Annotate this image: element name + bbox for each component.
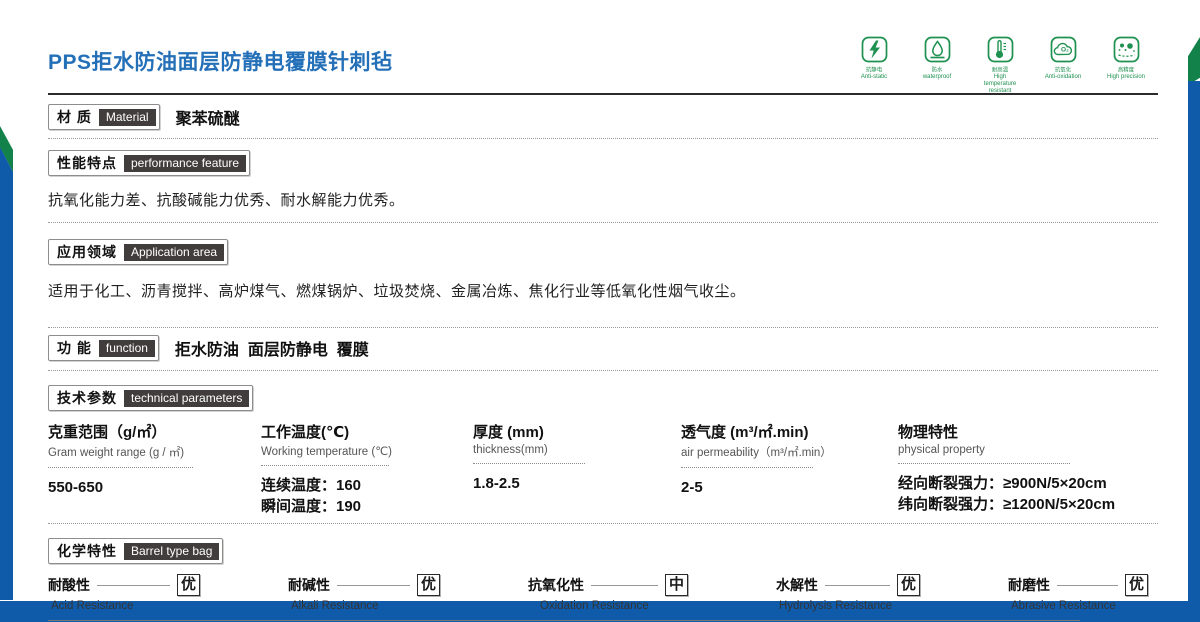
application-text: 适用于化工、沥青搅拌、高炉煤气、燃煤锅炉、垃圾焚烧、金属冶炼、焦化行业等低氧化性… <box>48 283 746 300</box>
column-rule <box>898 463 1070 464</box>
anti-oxidation-icon: O₂ 抗氧化 Anti-oxidation <box>1041 36 1085 95</box>
anti-static-icon: 抗静电 Anti-static <box>852 36 896 95</box>
waterproof-icon: 防水 waterproof <box>915 36 959 95</box>
chem-item-abrasive: 耐磨性 优 Abrasive Resistance <box>1008 574 1148 612</box>
section-material: 材 质 Material 聚苯硫醚 <box>48 104 1158 130</box>
bottom-blue-bar <box>0 601 1200 622</box>
function-value: 拒水防油 面层防静电 覆膜 <box>174 342 369 359</box>
material-label-en: Material <box>98 108 156 126</box>
tech-col-physical-property: 物理特性 physical property 经向断裂强力：≥900N/5×20… <box>898 424 1116 513</box>
material-value: 聚苯硫醚 <box>175 111 240 128</box>
tech-col-air-permeability: 透气度 (m³/㎡.min) air permeability（m³/㎡.min… <box>681 424 832 496</box>
leader-line <box>825 584 890 586</box>
column-rule <box>473 463 585 464</box>
technical-label-en: technical parameters <box>124 389 250 407</box>
feature-label-en: performance feature <box>124 154 247 172</box>
feature-icons: 抗静电 Anti-static 防水 waterproof 耐高温 High t… <box>852 36 1148 95</box>
chem-item-hydrolysis: 水解性 优 Hydrolysis Resistance <box>776 574 920 612</box>
footer-rule <box>48 620 1080 621</box>
right-blue-band <box>1188 81 1200 622</box>
grade-badge: 优 <box>416 574 440 596</box>
column-rule <box>261 465 389 466</box>
function-label: 功 能 function <box>48 335 159 361</box>
function-label-en: function <box>98 339 155 357</box>
application-label-en: Application area <box>124 243 225 261</box>
feature-text: 抗氧化能力差、抗酸碱能力优秀、耐水解能力优秀。 <box>48 192 405 209</box>
right-green-wedge <box>1188 37 1200 85</box>
leader-line <box>591 584 658 586</box>
column-rule <box>681 467 813 468</box>
grade-badge: 优 <box>1124 574 1148 596</box>
application-label: 应用领域 Application area <box>48 239 229 265</box>
tech-col-working-temperature: 工作温度(℃) Working temperature (℃) 连续温度：160… <box>261 424 392 515</box>
separator <box>48 138 1158 139</box>
chemical-label: 化学特性 Barrel type bag <box>48 538 224 564</box>
tech-col-thickness: 厚度 (mm) thickness(mm) 1.8-2.5 <box>473 421 681 517</box>
chem-item-oxidation: 抗氧化性 中 Oxidation Resistance <box>528 574 688 612</box>
technical-label: 技术参数 technical parameters <box>48 385 254 411</box>
grade-badge: 中 <box>664 574 688 596</box>
left-blue-band <box>0 147 13 600</box>
separator <box>48 523 1158 524</box>
grade-badge: 优 <box>176 574 200 596</box>
page-title: PPS拒水防油面层防静电覆膜针刺毡 <box>48 51 393 74</box>
chemical-label-en: Barrel type bag <box>124 542 220 560</box>
chem-item-acid: 耐酸性 优 Acid Resistance <box>48 574 200 612</box>
section-application: 应用领域 Application area 适用于化工、沥青搅拌、高炉煤气、燃煤… <box>48 239 1158 301</box>
section-technical: 技术参数 technical parameters 克重范围（g/㎡） Gram… <box>48 385 1158 517</box>
technical-table: 克重范围（g/㎡） Gram weight range (g / ㎡) 550-… <box>48 421 1158 517</box>
leader-line <box>1057 584 1118 586</box>
separator <box>48 222 1158 223</box>
material-label: 材 质 Material <box>48 104 160 130</box>
leader-line <box>97 584 170 586</box>
column-rule <box>48 467 193 468</box>
tech-col-gram-weight: 克重范围（g/㎡） Gram weight range (g / ㎡) 550-… <box>48 421 261 517</box>
high-temperature-icon: 耐高温 High temperature resistant <box>978 36 1022 95</box>
header-rule <box>48 93 1158 95</box>
separator <box>48 327 1158 328</box>
chemical-items: 耐酸性 优 Acid Resistance 耐碱性 优 Alkali Resis… <box>48 574 1158 612</box>
grade-badge: 优 <box>896 574 920 596</box>
svg-text:O₂: O₂ <box>1061 47 1069 54</box>
section-feature: 性能特点 performance feature 抗氧化能力差、抗酸碱能力优秀、… <box>48 150 1158 210</box>
section-function: 功 能 function 拒水防油 面层防静电 覆膜 <box>48 335 1158 361</box>
leader-line <box>337 584 410 586</box>
feature-label: 性能特点 performance feature <box>48 150 251 176</box>
high-precision-icon: 高精度 High precision <box>1104 36 1148 95</box>
section-chemical: 化学特性 Barrel type bag 耐酸性 优 Acid Resistan… <box>48 538 1158 612</box>
chem-item-alkali: 耐碱性 优 Alkali Resistance <box>288 574 440 612</box>
separator <box>48 370 1158 371</box>
